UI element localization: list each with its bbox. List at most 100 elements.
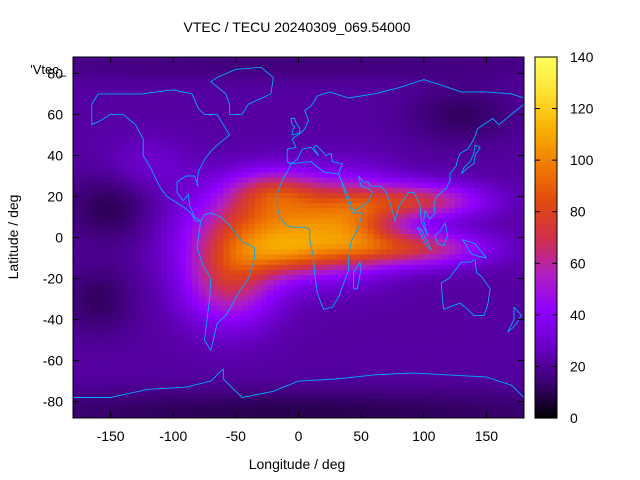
heatmap-cell [160, 330, 168, 337]
heatmap-cell [373, 130, 381, 137]
heatmap-cell [404, 269, 412, 276]
heatmap-cell [311, 356, 318, 363]
heatmap-cell [492, 361, 500, 368]
heatmap-cell [185, 125, 193, 132]
heatmap-cell [373, 125, 381, 132]
heatmap-cell [110, 125, 118, 132]
heatmap-cell [129, 279, 137, 286]
heatmap-cell [129, 233, 137, 240]
heatmap-cell [461, 176, 469, 183]
heatmap-cell [273, 125, 281, 132]
heatmap-cell [135, 141, 143, 147]
heatmap-cell [379, 105, 387, 111]
heatmap-cell [248, 59, 256, 65]
heatmap-cell [110, 105, 118, 111]
heatmap-cell [242, 289, 249, 296]
heatmap-cell [242, 387, 249, 393]
heatmap-cell [223, 74, 231, 81]
heatmap-cell [442, 407, 450, 414]
heatmap-cell [173, 141, 181, 147]
heatmap-cell [455, 125, 462, 132]
heatmap-cell [398, 197, 406, 204]
heatmap-cell [229, 100, 237, 106]
heatmap-cell [486, 69, 494, 76]
heatmap-cell [461, 274, 469, 281]
heatmap-cell [367, 335, 375, 342]
heatmap-cell [361, 74, 368, 81]
heatmap-cell [91, 259, 99, 265]
heatmap-cell [248, 110, 256, 117]
heatmap-cell [242, 310, 249, 317]
heatmap-cell [448, 197, 456, 204]
heatmap-cell [361, 100, 368, 106]
heatmap-cell [98, 207, 105, 214]
heatmap-cell [223, 182, 231, 188]
heatmap-cell [242, 376, 249, 383]
heatmap-cell [367, 202, 375, 209]
heatmap-cell [123, 59, 130, 65]
heatmap-cell [342, 105, 350, 111]
heatmap-cell [298, 223, 306, 229]
heatmap-cell [361, 320, 368, 327]
heatmap-cell [229, 407, 237, 414]
heatmap-cell [279, 69, 287, 76]
heatmap-cell [404, 182, 412, 188]
heatmap-cell [354, 146, 362, 152]
heatmap-cell [292, 64, 300, 70]
heatmap-cell [242, 115, 249, 122]
heatmap-cell [517, 74, 524, 81]
heatmap-cell [486, 325, 494, 332]
heatmap-cell [498, 89, 506, 96]
heatmap-cell [373, 361, 381, 368]
heatmap-cell [85, 412, 93, 418]
heatmap-cell [505, 212, 513, 219]
heatmap-cell [123, 289, 130, 296]
heatmap-cell [317, 218, 325, 224]
heatmap-cell [486, 105, 494, 111]
heatmap-cell [404, 315, 412, 322]
heatmap-cell [473, 176, 481, 183]
heatmap-cell [329, 84, 337, 91]
heatmap-cell [141, 228, 149, 234]
heatmap-cell [154, 407, 162, 414]
heatmap-cell [373, 79, 381, 86]
heatmap-cell [354, 192, 362, 199]
heatmap-cell [467, 130, 475, 137]
heatmap-cell [160, 59, 168, 65]
heatmap-cell [260, 402, 268, 409]
heatmap-cell [85, 115, 93, 122]
heatmap-cell [348, 176, 356, 183]
heatmap-cell [379, 228, 387, 234]
heatmap-cell [442, 341, 450, 347]
heatmap-cell [110, 351, 118, 358]
heatmap-cell [298, 412, 306, 418]
heatmap-cell [386, 341, 394, 347]
heatmap-cell [304, 228, 312, 234]
heatmap-cell [379, 356, 387, 363]
heatmap-cell [204, 110, 212, 117]
heatmap-cell [411, 315, 419, 322]
heatmap-cell [179, 274, 187, 281]
heatmap-cell [110, 392, 118, 399]
heatmap-cell [304, 310, 312, 317]
heatmap-cell [323, 79, 331, 86]
heatmap-cell [298, 387, 306, 393]
heatmap-cell [442, 264, 450, 270]
heatmap-cell [467, 407, 475, 414]
heatmap-cell [480, 259, 488, 265]
heatmap-cell [116, 238, 124, 245]
heatmap-cell [498, 300, 506, 306]
heatmap-cell [329, 141, 337, 147]
heatmap-cell [79, 274, 87, 281]
heatmap-cell [79, 69, 87, 76]
heatmap-cell [323, 94, 331, 101]
heatmap-cell [148, 59, 156, 65]
heatmap-cell [492, 105, 500, 111]
heatmap-cell [329, 402, 337, 409]
heatmap-cell [436, 294, 444, 301]
heatmap-cell [210, 156, 218, 163]
heatmap-cell [254, 146, 262, 152]
heatmap-cell [379, 192, 387, 199]
heatmap-cell [329, 387, 337, 393]
heatmap-cell [154, 156, 162, 163]
